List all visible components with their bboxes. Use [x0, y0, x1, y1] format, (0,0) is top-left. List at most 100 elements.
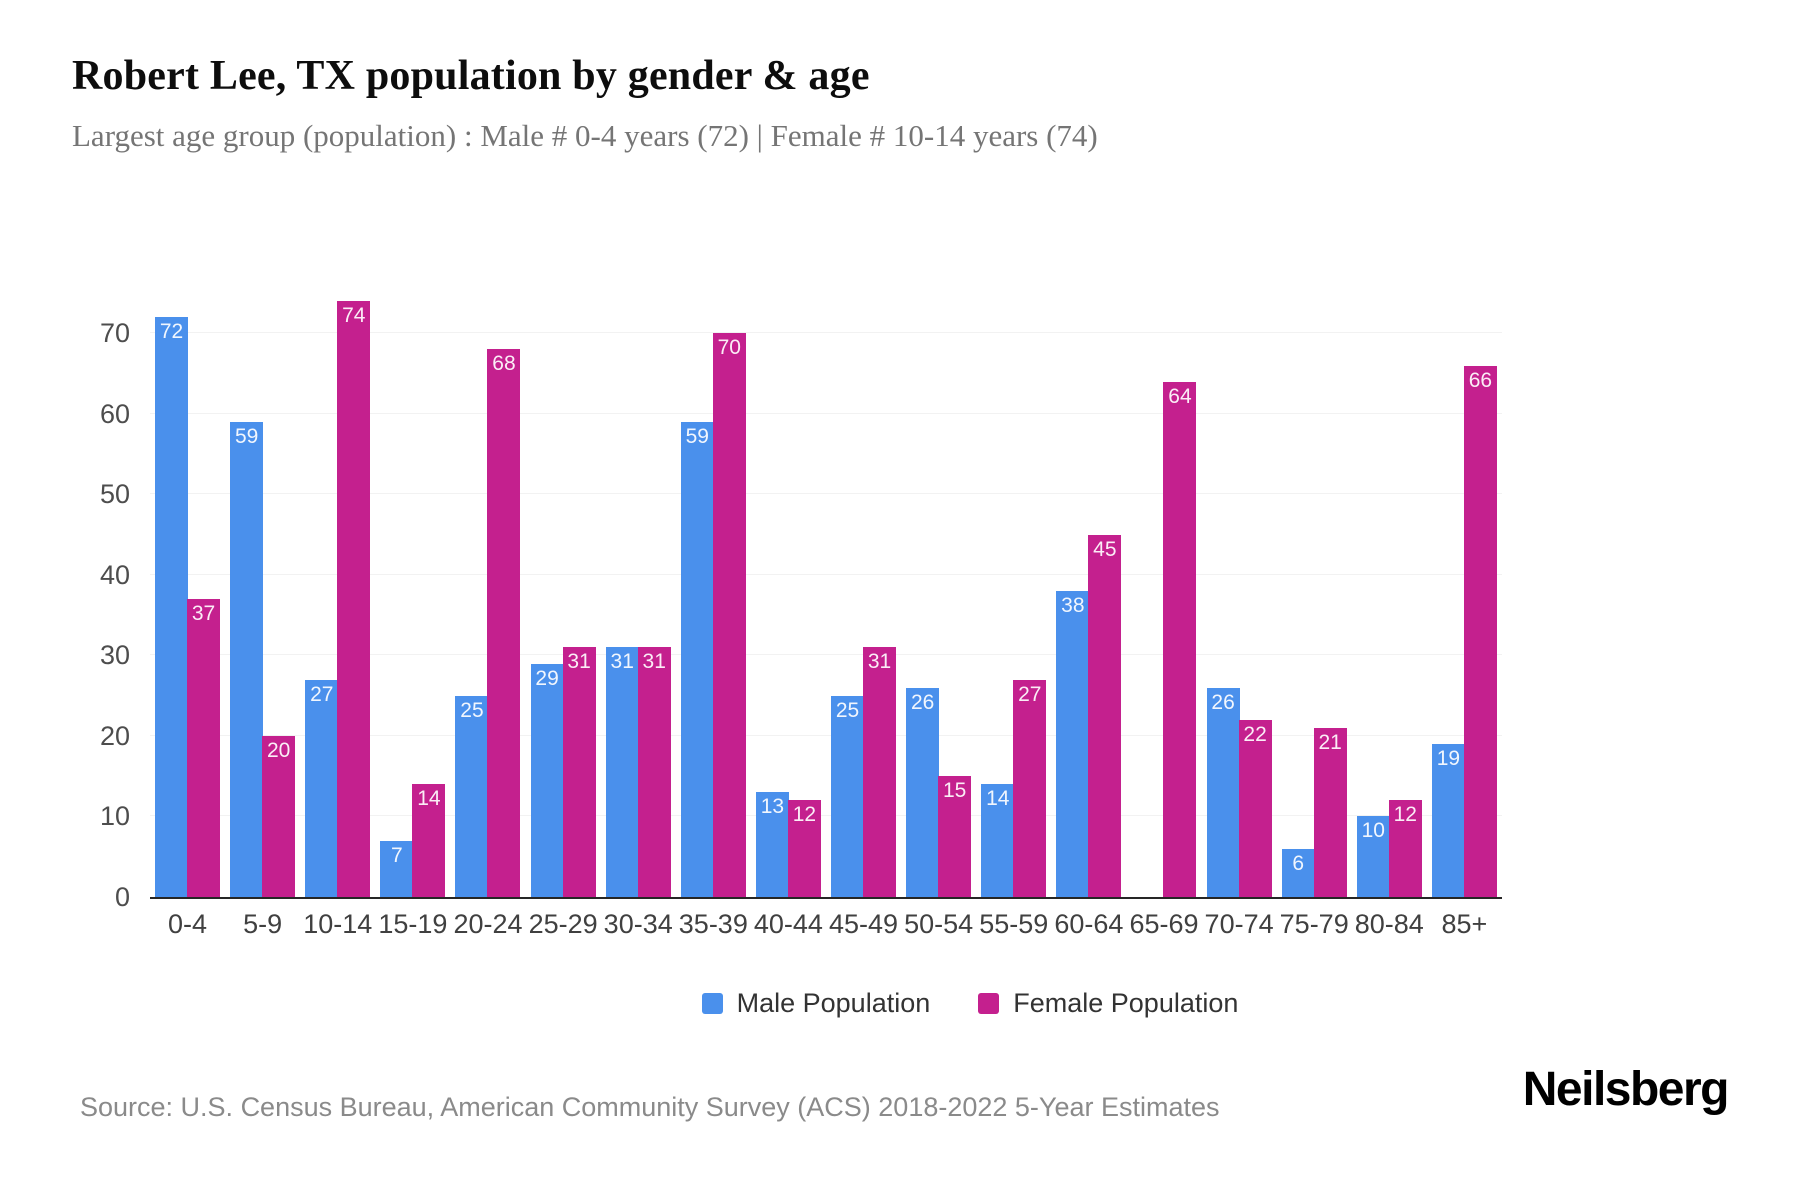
bar-male-15-19[interactable]: 7 [380, 840, 414, 897]
bar-value-label: 31 [567, 650, 591, 674]
gridline [150, 412, 1502, 414]
page-title: Robert Lee, TX population by gender & ag… [72, 53, 870, 99]
bar-value-label: 68 [492, 352, 516, 376]
bar-male-0-4[interactable]: 72 [155, 317, 189, 897]
x-axis-tick-label: 75-79 [1279, 909, 1349, 939]
bar-male-70-74[interactable]: 26 [1206, 687, 1240, 897]
bar-female-60-64[interactable]: 45 [1088, 534, 1122, 897]
bar-group-50-54: 26 15 50-54 [901, 277, 976, 939]
bar-male-75-79[interactable]: 6 [1281, 848, 1315, 897]
x-axis-tick-label: 80-84 [1354, 909, 1424, 939]
bar-female-40-44[interactable]: 12 [787, 800, 821, 897]
x-axis-tick-label: 15-19 [378, 909, 448, 939]
brand-logo: Neilsberg [1522, 1063, 1730, 1116]
bar-male-40-44[interactable]: 13 [755, 792, 789, 897]
legend-swatch [978, 993, 1000, 1014]
bar-male-80-84[interactable]: 10 [1356, 816, 1390, 897]
bar-male-45-49[interactable]: 25 [831, 695, 865, 897]
bar-value-label: 22 [1243, 722, 1267, 746]
bar-male-55-59[interactable]: 14 [981, 784, 1015, 897]
y-axis-tick-label: 20 [99, 720, 130, 751]
bar-male-5-9[interactable]: 59 [230, 421, 264, 897]
x-axis-tick-label: 60-64 [1054, 909, 1124, 939]
bar-male-25-29[interactable]: 29 [530, 663, 564, 897]
x-axis-tick-label: 65-69 [1129, 909, 1199, 939]
bar-female-45-49[interactable]: 31 [863, 647, 897, 897]
bar-female-10-14[interactable]: 74 [337, 301, 371, 897]
bar-female-25-29[interactable]: 31 [562, 647, 596, 897]
bar-male-85+[interactable]: 19 [1431, 744, 1465, 897]
y-axis-tick-label: 0 [114, 882, 130, 912]
bar-value-label: 25 [835, 698, 860, 722]
bar-male-20-24[interactable]: 25 [455, 695, 489, 897]
bar-value-label: 59 [685, 424, 709, 448]
legend: Male Population Female Population [140, 988, 1800, 1019]
bar-female-80-84[interactable]: 12 [1388, 800, 1422, 897]
bar-value-label: 66 [1468, 368, 1493, 392]
bar-value-label: 12 [792, 803, 817, 827]
bar-female-15-19[interactable]: 14 [412, 784, 446, 897]
y-axis-tick-label: 40 [99, 559, 130, 590]
bar-female-35-39[interactable]: 70 [712, 333, 746, 897]
bar-value-label: 45 [1093, 537, 1117, 561]
bar-female-55-59[interactable]: 27 [1013, 679, 1047, 897]
gridline [150, 654, 1502, 656]
bar-group-80-84: 10 12 80-84 [1352, 277, 1427, 939]
bar-female-75-79[interactable]: 21 [1313, 727, 1347, 897]
y-axis-tick-label: 70 [99, 318, 130, 349]
bar-male-60-64[interactable]: 38 [1056, 591, 1090, 897]
bar-value-label: 29 [535, 666, 559, 690]
bar-value-label: 13 [760, 795, 785, 819]
gridline [150, 493, 1502, 495]
x-axis-tick-label: 45-49 [829, 909, 899, 939]
bar-value-label: 25 [460, 698, 484, 722]
bar-female-85+[interactable]: 66 [1463, 365, 1497, 897]
bar-female-50-54[interactable]: 15 [938, 776, 972, 897]
x-axis-tick-label: 35-39 [678, 909, 748, 939]
bar-group-65-69: 64 65-69 [1126, 277, 1201, 939]
y-axis-tick-label: 60 [99, 398, 130, 429]
page-subtitle: Largest age group (population) : Male # … [72, 118, 1098, 153]
x-axis-tick-label: 5-9 [243, 909, 283, 939]
y-axis-tick-label: 10 [99, 801, 130, 832]
bar-male-10-14[interactable]: 27 [305, 679, 339, 897]
bar-group-35-39: 59 70 35-39 [676, 277, 751, 939]
bar-female-20-24[interactable]: 68 [487, 349, 521, 897]
x-axis-tick-label: 55-59 [979, 909, 1049, 939]
bar-value-label: 7 [391, 843, 403, 867]
gridline [150, 332, 1502, 334]
bar-group-10-14: 27 74 10-14 [300, 277, 375, 939]
bar-value-label: 72 [159, 320, 184, 344]
bar-value-label: 15 [942, 779, 967, 803]
x-axis-tick-label: 85+ [1441, 909, 1488, 939]
bar-female-65-69[interactable]: 64 [1163, 381, 1197, 897]
bar-female-30-34[interactable]: 31 [637, 647, 671, 897]
source-text: Source: U.S. Census Bureau, American Com… [80, 1092, 1220, 1122]
bar-group-30-34: 31 31 30-34 [601, 277, 676, 939]
legend-item-male-population[interactable]: Male Population [701, 988, 931, 1019]
bar-value-label: 31 [867, 650, 892, 674]
bar-groups: 72 37 0-4 59 20 5-9 27 74 10-14 7 14 15-19 25 68 20-24… [150, 277, 1502, 939]
bar-female-70-74[interactable]: 22 [1238, 719, 1272, 897]
bar-value-label: 10 [1361, 819, 1385, 843]
legend-label: Female Population [1013, 988, 1239, 1018]
bar-value-label: 19 [1436, 747, 1461, 771]
bar-male-35-39[interactable]: 59 [680, 421, 714, 897]
bar-value-label: 59 [234, 424, 259, 448]
bar-group-45-49: 25 31 45-49 [826, 277, 901, 939]
y-axis-tick-label: 30 [99, 640, 130, 671]
x-axis-tick-label: 10-14 [303, 909, 373, 939]
x-axis-tick-label: 20-24 [453, 909, 523, 939]
bar-female-0-4[interactable]: 37 [187, 599, 221, 897]
x-axis-tick-label: 50-54 [904, 909, 974, 939]
bar-male-50-54[interactable]: 26 [906, 687, 940, 897]
bar-male-30-34[interactable]: 31 [605, 647, 639, 897]
bar-value-label: 31 [642, 650, 666, 674]
x-axis-tick-label: 40-44 [753, 909, 823, 939]
legend-item-female-population[interactable]: Female Population [978, 988, 1238, 1019]
bar-value-label: 14 [417, 787, 441, 811]
bar-value-label: 70 [717, 336, 741, 360]
legend-label: Male Population [736, 988, 931, 1018]
bar-female-5-9[interactable]: 20 [262, 735, 296, 897]
legend-swatch [701, 993, 723, 1014]
